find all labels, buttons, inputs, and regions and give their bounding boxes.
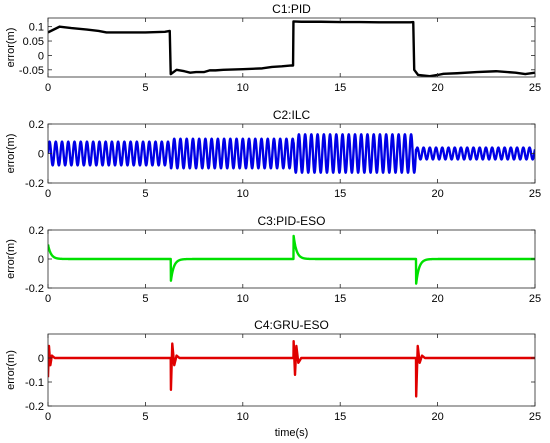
y-tick-label: 0 <box>38 149 44 161</box>
y-tick-label: 0 <box>38 254 44 266</box>
axes-frame <box>47 333 536 407</box>
y-axis-label: error(m) <box>5 134 17 174</box>
x-tick-label: 10 <box>237 188 249 200</box>
x-tick-label: 10 <box>237 82 249 94</box>
y-tick-label: 0.2 <box>29 225 44 237</box>
y-axis-label: error(m) <box>5 28 17 68</box>
x-tick-label: 5 <box>142 188 148 200</box>
x-tick-label: 15 <box>334 82 346 94</box>
x-tick-label: 25 <box>529 411 541 423</box>
chart-title: C4:GRU-ESO <box>254 318 329 332</box>
y-tick-label: -0.2 <box>25 283 44 295</box>
series-line-2-1 <box>48 133 535 174</box>
y-tick-label: 0 <box>38 50 44 62</box>
series-line-3-1 <box>48 234 535 285</box>
y-axis-label: error(m) <box>5 239 17 279</box>
x-tick-label: 15 <box>334 188 346 200</box>
chart-title: C2:ILC <box>273 108 311 122</box>
x-tick-label: 20 <box>431 188 443 200</box>
y-tick-label: -0.2 <box>25 178 44 190</box>
x-tick-label: 25 <box>529 293 541 305</box>
x-tick-label: 20 <box>431 411 443 423</box>
x-tick-label: 0 <box>45 188 51 200</box>
y-tick-label: -0.05 <box>19 65 44 77</box>
x-tick-label: 5 <box>142 293 148 305</box>
y-tick-label: 0 <box>38 353 44 365</box>
subplot-4: 0 5 10 15 20 25 -0.2 -0.1 0 C4:GRU-ESO error(m) tim… <box>5 318 541 439</box>
x-axis-label: time(s) <box>275 427 309 439</box>
x-tick-label: 0 <box>45 293 51 305</box>
series-line-4-1 <box>48 340 535 398</box>
y-tick-label: 0.05 <box>23 36 44 48</box>
axes-frame <box>47 17 536 78</box>
chart-title: C1:PID <box>272 2 311 16</box>
series-line-1-1 <box>48 20 535 77</box>
x-tick-label: 10 <box>237 411 249 423</box>
chart-title: C3:PID-ESO <box>257 214 325 228</box>
y-axis-label: error(m) <box>5 350 17 390</box>
x-tick-label: 0 <box>45 82 51 94</box>
y-tick-label: 0.2 <box>29 119 44 131</box>
x-tick-label: 5 <box>142 411 148 423</box>
x-tick-label: 15 <box>334 293 346 305</box>
x-tick-label: 15 <box>334 411 346 423</box>
x-tick-label: 0 <box>45 411 51 423</box>
x-tick-label: 20 <box>431 82 443 94</box>
x-tick-label: 25 <box>529 188 541 200</box>
y-tick-label: 0.1 <box>29 22 44 34</box>
y-tick-label: -0.1 <box>25 377 44 389</box>
y-tick-label: -0.2 <box>25 401 44 413</box>
x-tick-label: 20 <box>431 293 443 305</box>
x-tick-label: 10 <box>237 293 249 305</box>
x-tick-label: 5 <box>142 82 148 94</box>
x-tick-label: 25 <box>529 82 541 94</box>
